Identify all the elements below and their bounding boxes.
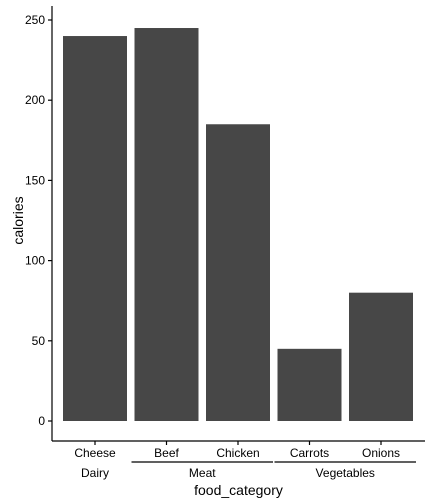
y-axis-title: calories xyxy=(10,196,26,244)
y-tick-label: 150 xyxy=(25,173,45,187)
bar-carrots xyxy=(277,348,342,421)
group-label-meat: Meat xyxy=(189,466,216,480)
x-tick-label-carrots: Carrots xyxy=(290,446,329,460)
group-label-dairy: Dairy xyxy=(81,466,109,480)
y-axis-ticks: 0 50 100 150 200 250 xyxy=(25,13,52,428)
x-tick-label-cheese: Cheese xyxy=(74,446,116,460)
y-tick-label: 200 xyxy=(25,93,45,107)
y-tick-label: 100 xyxy=(25,254,45,268)
bar-onions xyxy=(349,292,413,421)
y-tick-label: 0 xyxy=(38,414,45,428)
group-label-vegetables: Vegetables xyxy=(316,466,375,480)
bar-beef xyxy=(134,28,199,422)
category-groups: Dairy Meat Vegetables xyxy=(81,461,416,480)
bars-layer xyxy=(63,28,413,422)
x-axis-ticks: Cheese Beef Chicken Carrots Onions xyxy=(74,441,400,460)
x-axis-title: food_category xyxy=(194,482,283,498)
y-tick-label: 50 xyxy=(32,334,46,348)
bar-cheese xyxy=(63,36,127,421)
bar-chicken xyxy=(206,124,270,421)
x-tick-label-chicken: Chicken xyxy=(216,446,259,460)
y-tick-label: 250 xyxy=(25,13,45,27)
x-tick-label-beef: Beef xyxy=(154,446,179,460)
x-tick-label-onions: Onions xyxy=(362,446,400,460)
